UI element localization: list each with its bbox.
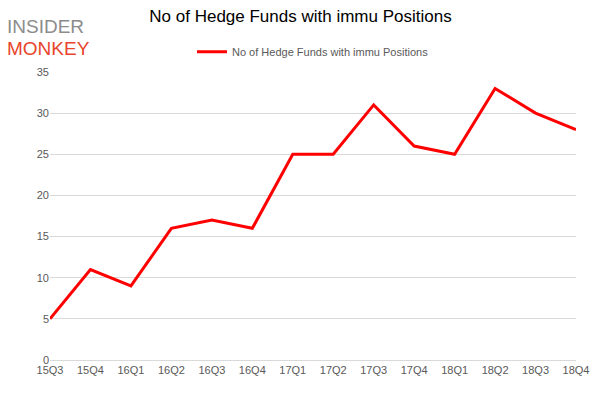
- svg-text:18Q4: 18Q4: [563, 364, 590, 376]
- svg-text:18Q2: 18Q2: [482, 364, 509, 376]
- svg-text:0: 0: [43, 354, 49, 366]
- svg-text:16Q1: 16Q1: [117, 364, 144, 376]
- svg-text:18Q1: 18Q1: [441, 364, 468, 376]
- svg-text:17Q4: 17Q4: [401, 364, 428, 376]
- svg-text:18Q3: 18Q3: [522, 364, 549, 376]
- svg-text:INSIDER: INSIDER: [7, 16, 84, 37]
- svg-text:16Q2: 16Q2: [158, 364, 185, 376]
- svg-text:25: 25: [37, 148, 49, 160]
- svg-text:30: 30: [37, 107, 49, 119]
- svg-text:17Q1: 17Q1: [279, 364, 306, 376]
- svg-text:15Q4: 15Q4: [77, 364, 104, 376]
- svg-text:17Q2: 17Q2: [320, 364, 347, 376]
- svg-text:No of Hedge Funds with immu Po: No of Hedge Funds with immu Positions: [149, 7, 451, 26]
- svg-text:16Q3: 16Q3: [198, 364, 225, 376]
- svg-text:MONKEY: MONKEY: [7, 38, 90, 59]
- svg-text:35: 35: [37, 66, 49, 78]
- svg-text:15: 15: [37, 230, 49, 242]
- svg-text:No of Hedge Funds with immu Po: No of Hedge Funds with immu Positions: [232, 46, 428, 58]
- svg-text:15Q3: 15Q3: [37, 364, 64, 376]
- svg-text:16Q4: 16Q4: [239, 364, 266, 376]
- svg-text:5: 5: [43, 313, 49, 325]
- svg-text:20: 20: [37, 189, 49, 201]
- svg-text:17Q3: 17Q3: [360, 364, 387, 376]
- svg-text:10: 10: [37, 272, 49, 284]
